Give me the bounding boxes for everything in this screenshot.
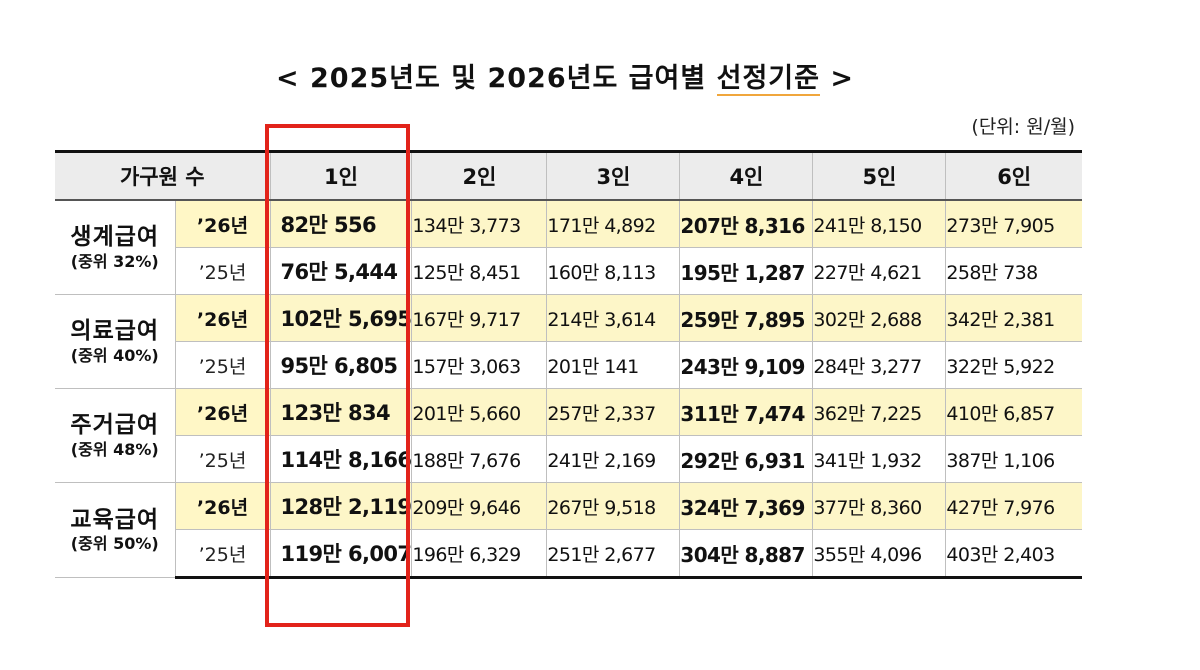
table-body: 생계급여 (중위 32%) ’26년 82만 556 134만 3,773 171만 4,…: [55, 199, 1082, 579]
table-row: ’25년 119만 6,007 196만 6,329 251만 2,677 304만 8…: [55, 529, 1082, 579]
amount-cell: 257만 2,337: [546, 388, 681, 436]
table-row: 의료급여 (중위 40%) ’26년 102만 5,695 167만 9,717 214만…: [55, 294, 1082, 389]
amount-cell: 195만 1,287: [679, 247, 814, 295]
benefit-category: 주거급여 (중위 48%): [55, 388, 176, 483]
header-1-person: 1인: [269, 150, 413, 201]
year-cell: ’25년: [175, 529, 271, 579]
amount-cell: 324만 7,369: [679, 482, 814, 530]
amount-cell: 355만 4,096: [812, 529, 947, 579]
amount-cell: 243만 9,109: [679, 341, 814, 389]
table-row: ’25년 76만 5,444 125만 8,451 160만 8,113 195만 1,…: [55, 247, 1082, 295]
amount-cell: 267만 9,518: [546, 482, 681, 530]
amount-cell: 322만 5,922: [945, 341, 1082, 389]
year-cell: ’26년: [174, 482, 271, 530]
title-suffix: >: [819, 63, 855, 94]
median-ratio: (중위 50%): [70, 534, 159, 554]
benefit-category: 교육급여 (중위 50%): [55, 482, 176, 578]
amount-cell: 188만 7,676: [411, 435, 548, 483]
amount-cell: 377만 8,360: [812, 482, 947, 530]
table-row: ’25년 114만 8,166 188만 7,676 241만 2,169 292만 6…: [55, 435, 1082, 483]
amount-cell: 76만 5,444: [269, 247, 413, 295]
amount-cell: 125만 8,451: [411, 247, 548, 295]
amount-cell: 167만 9,717: [411, 294, 548, 342]
amount-cell: 251만 2,677: [546, 529, 681, 579]
title-prefix: < 2025년도 및 2026년도 급여별: [275, 63, 717, 94]
amount-cell: 241만 8,150: [812, 199, 947, 248]
year-cell: ’26년: [174, 294, 271, 342]
amount-cell: 259만 7,895: [679, 294, 814, 342]
table-row: ’25년 95만 6,805 157만 3,063 201만 141 243만 9,10…: [55, 341, 1082, 389]
amount-cell: 157만 3,063: [411, 341, 548, 389]
header-2-person: 2인: [411, 150, 548, 201]
amount-cell: 128만 2,119: [269, 482, 413, 530]
amount-cell: 258만 738: [945, 247, 1082, 295]
header-5-person: 5인: [812, 150, 947, 201]
year-cell: ’25년: [175, 247, 271, 295]
median-ratio: (중위 48%): [70, 439, 159, 459]
table-row: 생계급여 (중위 32%) ’26년 82만 556 134만 3,773 171만 4,…: [55, 199, 1082, 295]
amount-cell: 196만 6,329: [411, 529, 548, 579]
amount-cell: 227만 4,621: [812, 247, 947, 295]
highlight-box-1-person: [265, 124, 410, 627]
amount-cell: 304만 8,887: [679, 529, 814, 579]
amount-cell: 362만 7,225: [812, 388, 947, 436]
year-cell: ’25년: [175, 435, 271, 483]
amount-cell: 160만 8,113: [546, 247, 681, 295]
unit-label: (단위: 원/월): [971, 116, 1075, 138]
table-row: 주거급여 (중위 48%) ’26년 123만 834 201만 5,660 257만 2…: [55, 388, 1082, 483]
amount-cell: 119만 6,007: [269, 529, 413, 579]
benefit-name: 생계급여: [70, 224, 160, 251]
amount-cell: 302만 2,688: [812, 294, 947, 342]
amount-cell: 209만 9,646: [411, 482, 548, 530]
header-row: 가구원 수 1인 2인 3인 4인 5인 6인: [55, 150, 1082, 201]
amount-cell: 201만 141: [546, 341, 681, 389]
header-3-person: 3인: [546, 150, 681, 201]
median-ratio: (중위 32%): [70, 251, 159, 271]
amount-cell: 114만 8,166: [269, 435, 413, 483]
amount-cell: 134만 3,773: [411, 199, 548, 248]
amount-cell: 241만 2,169: [546, 435, 681, 483]
amount-cell: 102만 5,695: [269, 294, 413, 342]
year-cell: ’26년: [174, 388, 271, 436]
benefit-category: 생계급여 (중위 32%): [55, 199, 176, 295]
amount-cell: 284만 3,277: [812, 341, 947, 389]
header-household-size: 가구원 수: [55, 150, 271, 201]
table-row: 교육급여 (중위 50%) ’26년 128만 2,119 209만 9,646 267만…: [55, 482, 1082, 578]
median-ratio: (중위 40%): [70, 345, 159, 365]
amount-cell: 214만 3,614: [546, 294, 681, 342]
title-underlined: 선정기준: [716, 63, 820, 96]
amount-cell: 342만 2,381: [945, 294, 1082, 342]
header-4-person: 4인: [679, 150, 814, 201]
benefit-name: 주거급여: [70, 412, 160, 439]
amount-cell: 123만 834: [269, 388, 413, 436]
amount-cell: 171만 4,892: [546, 199, 681, 248]
amount-cell: 427만 7,976: [945, 482, 1082, 530]
benefit-category: 의료급여 (중위 40%): [55, 294, 176, 389]
year-cell: ’25년: [175, 341, 271, 389]
criteria-table: 가구원 수 1인 2인 3인 4인 5인 6인 생계급여 (중위 32%) ’26년…: [55, 150, 1082, 579]
benefit-name: 교육급여: [70, 506, 160, 533]
amount-cell: 207만 8,316: [679, 199, 814, 248]
amount-cell: 273만 7,905: [945, 199, 1082, 248]
amount-cell: 387만 1,106: [945, 435, 1082, 483]
amount-cell: 292만 6,931: [679, 435, 814, 483]
header-6-person: 6인: [945, 150, 1082, 201]
amount-cell: 403만 2,403: [945, 529, 1082, 579]
page-title: < 2025년도 및 2026년도 급여별 선정기준 >: [0, 56, 1130, 96]
benefit-name: 의료급여: [70, 318, 160, 345]
year-cell: ’26년: [174, 199, 271, 248]
amount-cell: 201만 5,660: [411, 388, 548, 436]
amount-cell: 311만 7,474: [679, 388, 814, 436]
amount-cell: 341만 1,932: [812, 435, 947, 483]
amount-cell: 410만 6,857: [945, 388, 1082, 436]
